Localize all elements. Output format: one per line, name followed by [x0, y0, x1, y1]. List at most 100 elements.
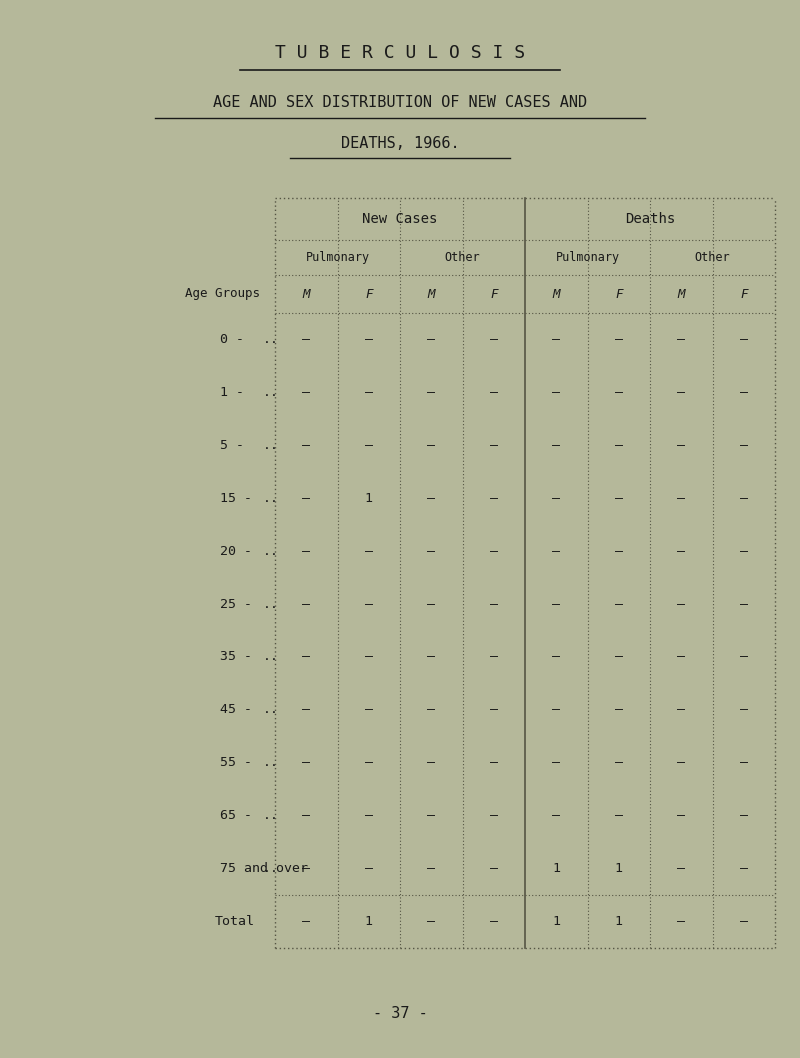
Text: –: –: [552, 386, 560, 399]
Text: Other: Other: [694, 251, 730, 264]
Text: ..: ..: [263, 333, 279, 346]
Text: 25 -: 25 -: [220, 598, 252, 610]
Text: –: –: [302, 704, 310, 716]
Text: –: –: [302, 386, 310, 399]
Text: F: F: [615, 288, 622, 300]
Text: –: –: [490, 651, 498, 663]
Text: –: –: [302, 545, 310, 558]
Text: –: –: [614, 598, 622, 610]
Text: ..: ..: [263, 545, 279, 558]
Text: 75 and over: 75 and over: [220, 862, 308, 875]
Text: F: F: [490, 288, 498, 300]
Text: 1: 1: [614, 915, 622, 928]
Text: –: –: [365, 439, 373, 452]
Text: ..: ..: [263, 756, 279, 769]
Text: –: –: [427, 492, 435, 505]
Text: –: –: [365, 598, 373, 610]
Text: –: –: [552, 439, 560, 452]
Text: –: –: [614, 333, 622, 346]
Text: –: –: [490, 598, 498, 610]
Text: –: –: [614, 439, 622, 452]
Text: –: –: [427, 862, 435, 875]
Text: –: –: [678, 598, 686, 610]
Text: –: –: [365, 651, 373, 663]
Text: –: –: [490, 862, 498, 875]
Text: –: –: [552, 809, 560, 822]
Text: –: –: [302, 651, 310, 663]
Text: M: M: [427, 288, 435, 300]
Text: Other: Other: [445, 251, 480, 264]
Text: –: –: [678, 756, 686, 769]
Text: –: –: [740, 439, 748, 452]
Text: ..: ..: [263, 704, 279, 716]
Text: ..: ..: [263, 492, 279, 505]
Text: AGE AND SEX DISTRIBUTION OF NEW CASES AND: AGE AND SEX DISTRIBUTION OF NEW CASES AN…: [213, 95, 587, 110]
Text: –: –: [427, 915, 435, 928]
Text: –: –: [678, 704, 686, 716]
Text: ..: ..: [263, 651, 279, 663]
Text: –: –: [678, 439, 686, 452]
Text: –: –: [427, 545, 435, 558]
Text: 1: 1: [552, 862, 560, 875]
Text: –: –: [490, 386, 498, 399]
Text: –: –: [678, 492, 686, 505]
Text: –: –: [365, 545, 373, 558]
Text: –: –: [490, 809, 498, 822]
Text: F: F: [740, 288, 747, 300]
Text: –: –: [740, 809, 748, 822]
Text: –: –: [740, 756, 748, 769]
Text: –: –: [427, 809, 435, 822]
Text: –: –: [614, 704, 622, 716]
Text: –: –: [490, 704, 498, 716]
Text: –: –: [302, 862, 310, 875]
Text: –: –: [740, 862, 748, 875]
Text: –: –: [365, 386, 373, 399]
Text: –: –: [740, 492, 748, 505]
Text: –: –: [365, 862, 373, 875]
Text: 1: 1: [365, 915, 373, 928]
Text: –: –: [365, 333, 373, 346]
Text: –: –: [552, 756, 560, 769]
Text: –: –: [614, 756, 622, 769]
Text: –: –: [678, 386, 686, 399]
Text: ..: ..: [263, 386, 279, 399]
Text: –: –: [365, 809, 373, 822]
Text: –: –: [552, 651, 560, 663]
Text: –: –: [302, 333, 310, 346]
Text: 15 -: 15 -: [220, 492, 252, 505]
Text: –: –: [740, 704, 748, 716]
Text: –: –: [552, 545, 560, 558]
Text: 20 -: 20 -: [220, 545, 252, 558]
Text: –: –: [740, 651, 748, 663]
Text: 1: 1: [552, 915, 560, 928]
Text: –: –: [302, 492, 310, 505]
Text: –: –: [678, 915, 686, 928]
Text: 45 -: 45 -: [220, 704, 252, 716]
Text: –: –: [552, 492, 560, 505]
Text: 35 -: 35 -: [220, 651, 252, 663]
Text: –: –: [678, 545, 686, 558]
Text: Pulmonary: Pulmonary: [306, 251, 370, 264]
Text: F: F: [365, 288, 373, 300]
Text: 1: 1: [614, 862, 622, 875]
Text: 1 -: 1 -: [220, 386, 244, 399]
Text: T U B E R C U L O S I S: T U B E R C U L O S I S: [275, 44, 525, 62]
Text: –: –: [740, 545, 748, 558]
Text: –: –: [427, 333, 435, 346]
Text: 0 -: 0 -: [220, 333, 244, 346]
Text: 5 -: 5 -: [220, 439, 244, 452]
Text: –: –: [552, 333, 560, 346]
Text: –: –: [302, 439, 310, 452]
Text: –: –: [614, 809, 622, 822]
Text: –: –: [427, 386, 435, 399]
Text: –: –: [740, 915, 748, 928]
Text: ..: ..: [263, 862, 279, 875]
Text: –: –: [427, 756, 435, 769]
Text: –: –: [552, 598, 560, 610]
Text: DEATHS, 1966.: DEATHS, 1966.: [341, 135, 459, 150]
Text: M: M: [678, 288, 685, 300]
Text: –: –: [740, 598, 748, 610]
Text: 1: 1: [365, 492, 373, 505]
Text: –: –: [302, 809, 310, 822]
Text: Total: Total: [215, 915, 255, 928]
